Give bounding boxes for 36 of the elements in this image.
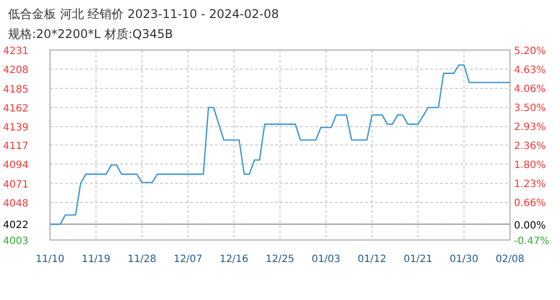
x-tick-label: 01/03: [312, 254, 340, 265]
y-tick-label: 4048: [3, 198, 28, 210]
y-tick-label: 4117: [3, 141, 28, 152]
y2-tick-label: 1.80%: [514, 160, 546, 171]
x-tick-label: 12/25: [266, 254, 294, 265]
chart-subtitle: 规格:20*2200*L 材质:Q345B: [8, 27, 173, 41]
y-tick-label: 4208: [3, 65, 28, 76]
y-tick-label: 4139: [3, 122, 28, 134]
x-tick-label: 11/28: [128, 254, 156, 265]
x-tick-label: 12/07: [174, 254, 202, 265]
y2-tick-label: -0.47%: [514, 236, 550, 247]
y2-tick-label: 2.93%: [514, 122, 546, 134]
y2-tick-label: 3.50%: [514, 102, 546, 114]
x-tick-label: 11/19: [82, 254, 110, 265]
y2-tick-label: 4.06%: [514, 84, 546, 96]
x-tick-label: 02/08: [496, 254, 524, 265]
y-tick-label: 4185: [3, 84, 28, 96]
chart-title: 低合金板 河北 经销价 2023-11-10 - 2024-02-08: [8, 7, 279, 21]
x-tick-label: 01/21: [404, 254, 432, 265]
y-tick-label: 4003: [3, 236, 28, 247]
y2-tick-label: 4.63%: [514, 65, 546, 76]
line-series: [49, 64, 511, 225]
y2-tick-label: 1.23%: [514, 179, 546, 190]
x-tick-label: 01/12: [358, 254, 386, 265]
y2-tick-label: 2.36%: [514, 141, 546, 152]
y2-tick-label: 5.20%: [514, 46, 546, 57]
x-tick-label: 12/16: [220, 254, 248, 265]
y-tick-label: 4162: [3, 104, 28, 114]
y-tick-label: 4094: [3, 160, 28, 172]
y2-tick-label: 0.66%: [514, 198, 546, 210]
x-tick-label: 11/10: [36, 254, 64, 265]
y-tick-label: 4022: [3, 220, 28, 232]
y-tick-label: 4231: [3, 46, 28, 57]
x-tick-label: 01/30: [450, 254, 478, 265]
y2-tick-label: 0.00%: [514, 220, 546, 232]
y-tick-label: 4071: [3, 179, 28, 190]
